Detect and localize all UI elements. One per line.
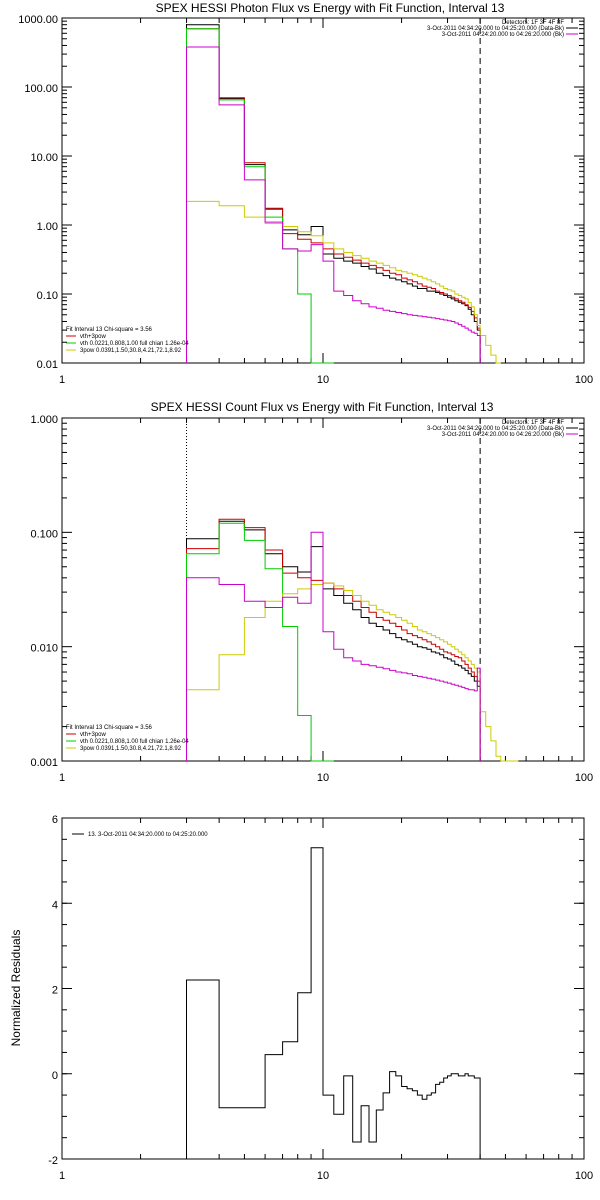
y-tick-label: 0.10 xyxy=(37,290,58,302)
residuals-legend: 13. 3-Oct-2011 04:34:20.000 to 04:25:20.… xyxy=(72,832,208,838)
count-flux-title: SPEX HESSI Count Flux vs Energy with Fit… xyxy=(151,400,494,414)
photon-flux-panel: SPEX HESSI Photon Flux vs Energy with Fi… xyxy=(18,1,593,386)
y-tick-label: 0.001 xyxy=(30,757,58,769)
series-13-line xyxy=(186,847,481,1159)
count-flux-panel: SPEX HESSI Count Flux vs Energy with Fit… xyxy=(30,400,593,784)
x-tick-label: 1 xyxy=(59,374,65,386)
detectors-label: Detectors: 1F 3F 4F 8F xyxy=(502,420,564,426)
series-vth-3pow-line xyxy=(186,28,481,363)
x-tick-label: 100 xyxy=(575,374,593,386)
legend-bottom-label: vth+3pow xyxy=(80,732,107,738)
residuals-panel: Normalized Residuals 1 10 100 -2 0 2 4 6 13. 3-… xyxy=(9,814,593,1182)
y-tick-label: 0.100 xyxy=(30,528,58,540)
detectors-label: Detectors: 1F 3F 4F 8F xyxy=(502,20,564,26)
photon-flux-legend: Detectors: 1F 3F 4F 8F3-Oct-2011 04:34:2… xyxy=(66,20,578,354)
x-tick-label: 1 xyxy=(59,772,65,784)
y-tick-label: 4 xyxy=(52,899,58,911)
y-tick-label: 0.01 xyxy=(37,359,58,371)
legend-top-label: 3-Oct-2011 04:34:20.000 to 04:25:20.000 … xyxy=(427,426,564,432)
x-tick-label: 1 xyxy=(59,1170,65,1182)
y-tick-label: 1000.00 xyxy=(18,14,58,26)
y-tick-label: 6 xyxy=(52,814,58,826)
count-flux-series xyxy=(186,418,519,762)
series-3pow-line xyxy=(186,200,501,364)
y-tick-label: 0.010 xyxy=(30,643,58,655)
x-tick-label: 100 xyxy=(575,772,593,784)
y-tick-label: -2 xyxy=(48,1155,58,1167)
y-tick-label: 10.00 xyxy=(30,152,58,164)
x-tick-label: 10 xyxy=(317,1170,329,1182)
legend-bottom-label: vth 0.0221,0.808,1.00 full chian 1.26e-0… xyxy=(80,341,189,347)
photon-flux-series xyxy=(186,18,501,364)
legend-bottom-label: vth 0.0221,0.808,1.00 full chian 1.26e-0… xyxy=(80,739,189,745)
y-tick-label: 1.000 xyxy=(30,414,58,426)
series-vth-line xyxy=(186,28,334,364)
y-tick-label: 2 xyxy=(52,985,58,997)
x-tick-label: 10 xyxy=(317,374,329,386)
legend-top-label: 3-Oct-2011 04:24:20.000 to 04:26:20.000 … xyxy=(442,32,564,38)
x-tick-label: 10 xyxy=(317,772,329,784)
y-tick-label: 1.00 xyxy=(37,221,58,233)
legend-bottom-label: Fit Interval 13 Chi-square = 3.56 xyxy=(66,327,153,333)
photon-flux-title: SPEX HESSI Photon Flux vs Energy with Fi… xyxy=(156,1,505,15)
photon-flux-plot-frame xyxy=(61,17,585,364)
count-flux-ticks: 1 10 100 0.001 0.010 0.100 1.000 xyxy=(30,414,593,784)
legend-bottom-label: vth+3pow xyxy=(80,334,107,340)
legend-bottom-label: Fit Interval 13 Chi-square = 3.56 xyxy=(66,725,153,731)
legend-top-label: 3-Oct-2011 04:34:20.000 to 04:25:20.000 … xyxy=(427,26,564,32)
legend-bottom-label: 3pow 0.0391,1.50,30.8,4.21,72.1,8.92 xyxy=(80,746,182,752)
x-tick-label: 100 xyxy=(575,1170,593,1182)
legend-label: 13. 3-Oct-2011 04:34:20.000 to 04:25:20.… xyxy=(88,832,208,838)
count-flux-legend: Detectors: 1F 3F 4F 8F3-Oct-2011 04:34:2… xyxy=(66,420,578,752)
series-bk-line xyxy=(186,46,481,363)
series-data-bk-line xyxy=(186,24,481,363)
series-bk-line xyxy=(186,531,481,761)
series-vth-line xyxy=(186,522,334,762)
y-tick-label: 0 xyxy=(52,1070,58,1082)
y-tick-label: 100.00 xyxy=(24,83,58,95)
legend-bottom-label: 3pow 0.0391,1.50,30.8,4.21,72.1,8.92 xyxy=(80,348,182,354)
residuals-series xyxy=(186,847,481,1159)
residuals-ticks: 1 10 100 -2 0 2 4 6 xyxy=(48,814,593,1182)
legend-top-label: 3-Oct-2011 04:24:20.000 to 04:26:20.000 … xyxy=(442,432,564,438)
residuals-ylabel: Normalized Residuals xyxy=(9,930,23,1047)
